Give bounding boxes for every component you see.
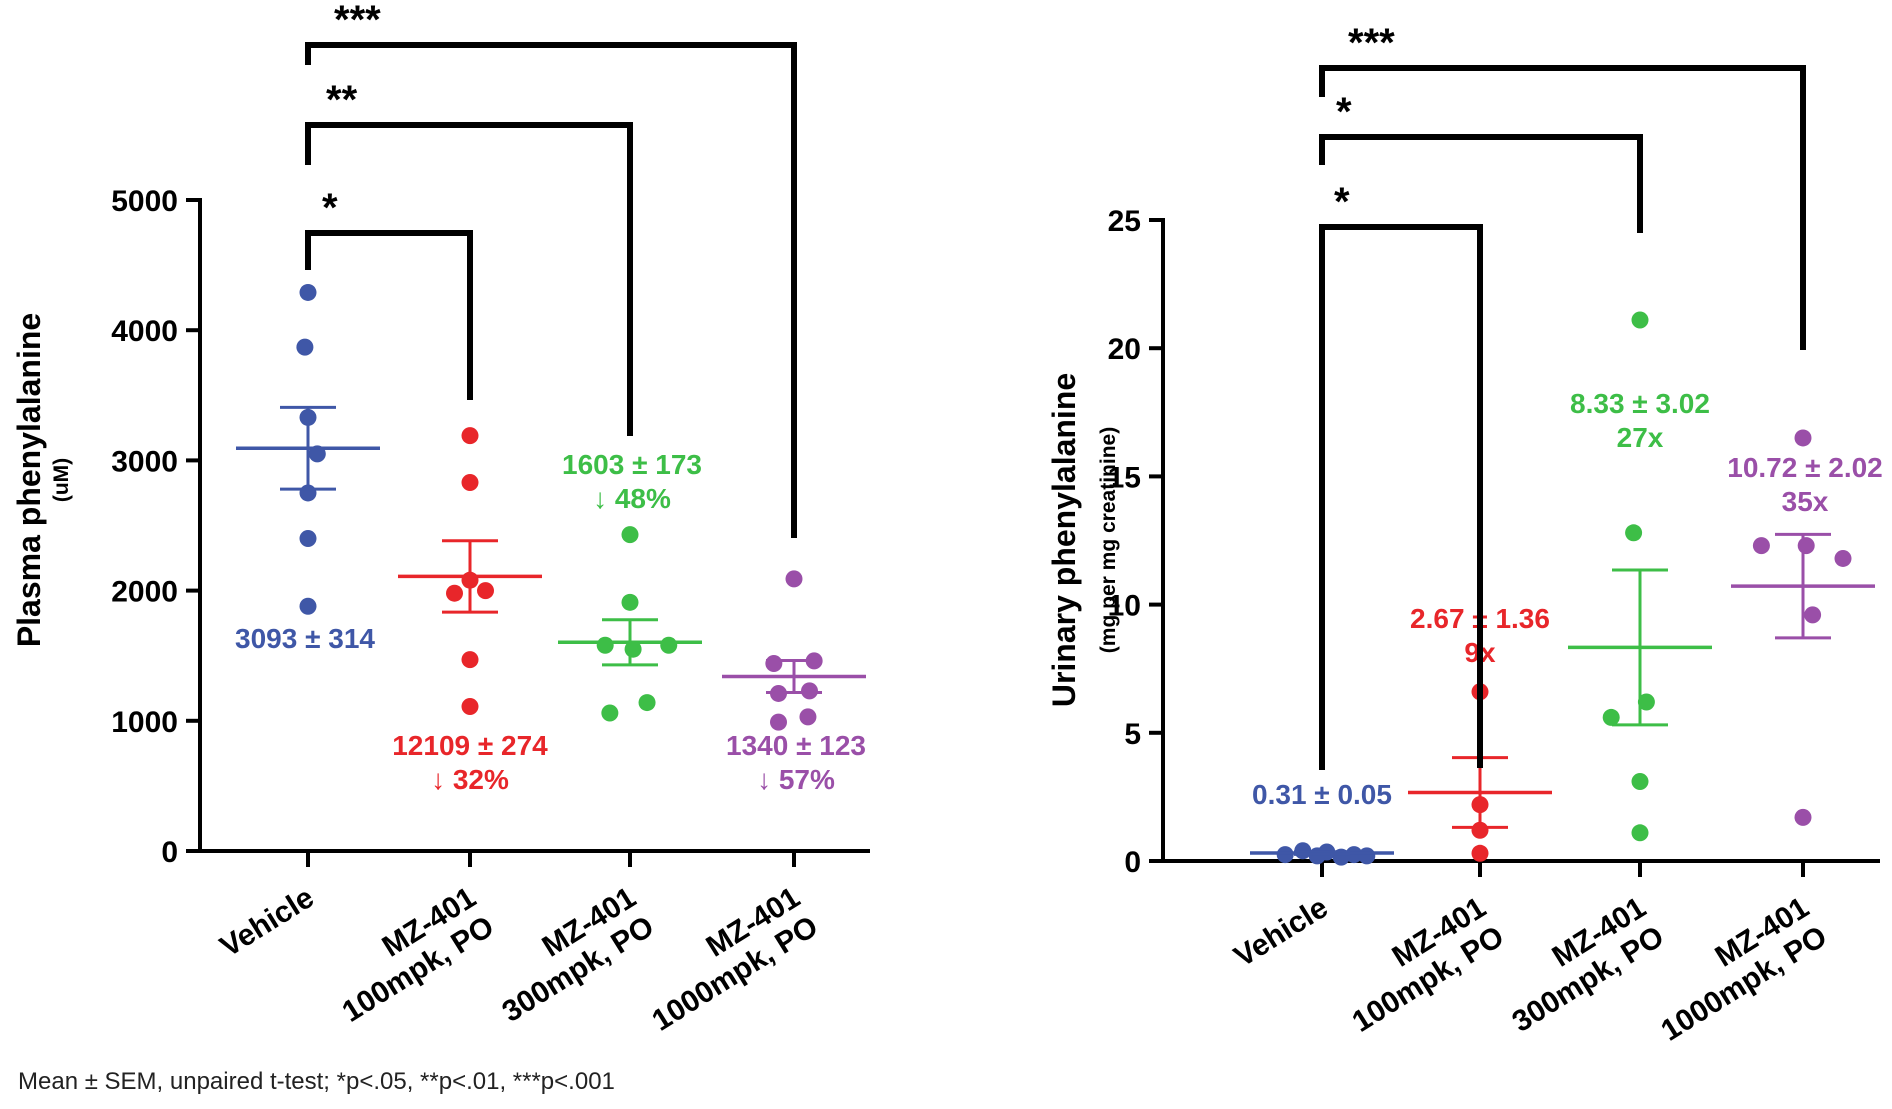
data-point	[638, 694, 656, 712]
data-label: 8.33 ± 3.02	[1570, 388, 1710, 419]
significance-bracket	[305, 230, 473, 400]
y-tick-label: 15	[1108, 461, 1141, 494]
data-label: 10.72 ± 2.02	[1727, 452, 1883, 483]
y-tick-label: 0	[1124, 846, 1141, 879]
data-point	[1834, 549, 1852, 567]
data-point	[299, 530, 317, 548]
significance-bracket	[1319, 65, 1806, 350]
significance-label: *	[1334, 180, 1350, 224]
data-label: 3093 ± 314	[235, 623, 375, 654]
y-tick-label: 4000	[111, 315, 178, 348]
data-point	[785, 570, 803, 588]
data-point	[1804, 606, 1822, 624]
significance-bracket	[1319, 224, 1483, 770]
data-point	[299, 597, 317, 615]
data-point	[1794, 429, 1812, 447]
x-tick-label-line: Vehicle	[215, 881, 320, 964]
data-point	[477, 582, 494, 600]
y-tick-label: 20	[1108, 333, 1141, 366]
data-point	[446, 584, 463, 602]
data-point	[660, 636, 678, 654]
chart-panel-1: 0 1000 2000 3000 4000 5000 Vehicle MZ-401100mpk…	[11, 0, 870, 1038]
y-tick-label: 1000	[111, 706, 178, 739]
significance-label: ***	[334, 0, 381, 42]
x-tick-label: Vehicle	[215, 881, 320, 964]
significance-label: *	[1336, 90, 1352, 134]
data-point	[801, 682, 818, 700]
y-tick-label: 2000	[111, 576, 178, 609]
data-point	[461, 697, 479, 715]
data-point	[1794, 808, 1812, 826]
footnote: Mean ± SEM, unpaired t-test; *p<.05, **p…	[18, 1068, 615, 1095]
significance-label: **	[326, 78, 358, 122]
significance-bracket	[1319, 134, 1643, 233]
y-tick-label: 3000	[111, 445, 178, 478]
data-label: ↓ 57%	[757, 764, 835, 795]
data-point	[596, 636, 614, 654]
data-point	[621, 526, 639, 544]
y-tick-label: 0	[161, 836, 178, 869]
data-label: 35x	[1782, 486, 1829, 517]
data-point	[601, 704, 619, 722]
data-point	[770, 713, 787, 731]
data-point	[1625, 524, 1643, 542]
significance-label: ***	[1348, 21, 1395, 65]
y-axis-subtitle: (mg per mg creatinine)	[1097, 427, 1120, 653]
data-point	[799, 708, 817, 726]
data-point	[1631, 773, 1649, 791]
series-1: 3093 ± 314	[235, 283, 380, 654]
x-tick-label-line: Vehicle	[1229, 891, 1334, 974]
data-point	[296, 338, 314, 356]
y-tick-label: 10	[1108, 590, 1141, 623]
data-point	[621, 593, 639, 611]
data-label: ↓ 48%	[593, 483, 671, 514]
y-axis-label: Plasma phenylalanine (uM)	[11, 313, 73, 647]
data-point	[461, 427, 479, 445]
data-point	[461, 474, 479, 492]
y-tick-label: 5000	[111, 185, 178, 218]
y-tick-label: 5	[1124, 718, 1141, 751]
y-axis-title: Plasma phenylalanine	[11, 313, 47, 647]
data-point	[1358, 847, 1376, 865]
data-point	[1752, 537, 1770, 555]
data-point	[1631, 311, 1649, 329]
series-1: 0.31 ± 0.05	[1250, 779, 1394, 866]
x-tick-label: Vehicle	[1229, 891, 1334, 974]
data-point	[299, 283, 317, 301]
data-point	[461, 651, 479, 669]
data-point	[1631, 824, 1649, 842]
series-4: 1340 ± 123↓ 57%	[722, 570, 866, 795]
data-label: ↓ 32%	[431, 764, 509, 795]
y-tick-label: 25	[1108, 205, 1141, 238]
y-axis-subtitle: (uM)	[50, 458, 73, 502]
data-point	[765, 655, 783, 673]
series-2: 12109 ± 274↓ 32%	[392, 427, 548, 795]
y-axis-title: Urinary phenylalanine	[1046, 373, 1082, 707]
data-label: 1603 ± 173	[562, 449, 702, 480]
data-label: 27x	[1617, 422, 1664, 453]
data-point	[1637, 693, 1655, 711]
data-point	[1602, 708, 1620, 726]
data-label: 0.31 ± 0.05	[1252, 779, 1392, 810]
series-3: 1603 ± 173↓ 48%	[558, 449, 702, 722]
data-point	[1797, 537, 1815, 555]
significance-bracket	[305, 42, 797, 538]
significance-label: *	[322, 186, 338, 230]
data-label: 1340 ± 123	[726, 730, 866, 761]
data-point	[1471, 844, 1489, 862]
significance-bracket	[305, 122, 633, 436]
data-label: 12109 ± 274	[392, 730, 548, 761]
y-axis-label: Urinary phenylalanine (mg per mg creatini…	[1046, 373, 1120, 707]
